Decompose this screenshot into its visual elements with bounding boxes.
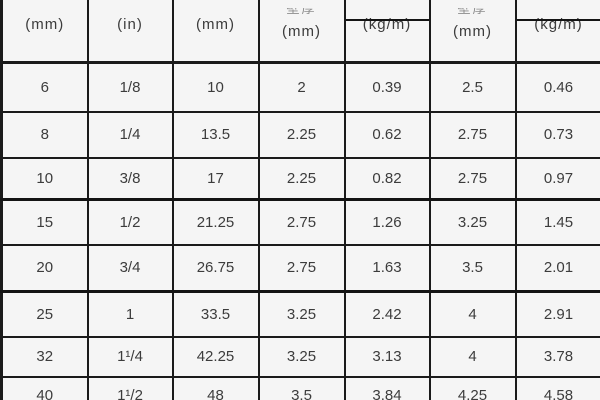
col-header-weight-2: (kg/m): [514, 0, 600, 64]
wall-thickness-label: 壁厚: [286, 8, 317, 16]
table-cell: 10: [0, 156, 89, 201]
col-header-weight-1: (kg/m): [343, 0, 431, 64]
table-cell: 10: [171, 61, 260, 113]
table-cell: 4.25: [428, 375, 517, 400]
table-cell: 33.5: [171, 290, 260, 338]
col-header-outer-diameter-mm: (mm): [171, 0, 260, 64]
table-cell: 4: [428, 335, 517, 378]
table-cell: 2.25: [257, 156, 346, 201]
table-cell: 2.75: [428, 110, 517, 159]
table-row: 8 1/4 13.5 2.25 0.62 2.75 0.73: [0, 110, 600, 159]
table-cell: 1.63: [343, 243, 431, 293]
table-cell: 48: [171, 375, 260, 400]
table-cell: 3/8: [86, 156, 174, 201]
table-cell: 2.25: [257, 110, 346, 159]
table-cell: 1/2: [86, 198, 174, 246]
table-row: 32 1¹/4 42.25 3.25 3.13 4 3.78: [0, 335, 600, 378]
table-cell: 3/4: [86, 243, 174, 293]
table-cell: 0.73: [514, 110, 600, 159]
table-cell: 26.75: [171, 243, 260, 293]
table-cell: 1.26: [343, 198, 431, 246]
table-cell: 0.46: [514, 61, 600, 113]
col-header-wall-thickness-2: 壁厚 (mm): [428, 0, 517, 64]
table-cell: 2.75: [257, 243, 346, 293]
table-cell: 3.84: [343, 375, 431, 400]
wall-thickness-label: 壁厚: [457, 8, 488, 16]
table-row: 25 1 33.5 3.25 2.42 4 2.91: [0, 290, 600, 338]
table-row: 40 1¹/2 48 3.5 3.84 4.25 4.58: [0, 375, 600, 400]
table-cell: 2.42: [343, 290, 431, 338]
table-cell: 6: [0, 61, 89, 113]
table-cell: 3.5: [428, 243, 517, 293]
table-row: 6 1/8 10 2 0.39 2.5 0.46: [0, 61, 600, 113]
table-cell: 20: [0, 243, 89, 293]
table-cell: 1/4: [86, 110, 174, 159]
col-header-label: (mm): [25, 16, 65, 33]
table-cell: 4.58: [514, 375, 600, 400]
wall-thickness-unit: (mm): [453, 23, 492, 40]
table-cell: 2.5: [428, 61, 517, 113]
table-cell: 1.45: [514, 198, 600, 246]
table-cell: 2.91: [514, 290, 600, 338]
wall-thickness-unit: (mm): [282, 23, 321, 40]
table-cell: 13.5: [171, 110, 260, 159]
table-cell: 1: [86, 290, 174, 338]
col-header-label: (mm): [196, 16, 235, 33]
table-cell: 3.5: [257, 375, 346, 400]
table-cell: 0.39: [343, 61, 431, 113]
table-cell: 1¹/4: [86, 335, 174, 378]
header-divider-line: [517, 19, 600, 21]
table-cell: 2.75: [257, 198, 346, 246]
table-row: 20 3/4 26.75 2.75 1.63 3.5 2.01: [0, 243, 600, 293]
table-cell: 40: [0, 375, 89, 400]
header-divider-line: [346, 19, 428, 21]
table-cell: 2.75: [428, 156, 517, 201]
table-cell: 25: [0, 290, 89, 338]
table-cell: 21.25: [171, 198, 260, 246]
table-cell: 3.25: [428, 198, 517, 246]
col-header-nominal-in: (in): [86, 0, 174, 64]
table-cell: 15: [0, 198, 89, 246]
table-cell: 17: [171, 156, 260, 201]
header-row: (mm) (in) (mm) 壁厚 (mm) (kg: [0, 0, 600, 64]
table-cell: 32: [0, 335, 89, 378]
table-cell: 2.01: [514, 243, 600, 293]
table-cell: 0.62: [343, 110, 431, 159]
col-header-nominal-mm: (mm): [0, 0, 89, 64]
table-cell: 4: [428, 290, 517, 338]
col-header-label: (in): [117, 16, 143, 33]
table-row: 15 1/2 21.25 2.75 1.26 3.25 1.45: [0, 198, 600, 246]
col-header-wall-thickness-1: 壁厚 (mm): [257, 0, 346, 64]
table-cell: 42.25: [171, 335, 260, 378]
table-cell: 3.25: [257, 290, 346, 338]
table-cell: 0.82: [343, 156, 431, 201]
table-cell: 3.13: [343, 335, 431, 378]
table-cell: 3.78: [514, 335, 600, 378]
table-row: 10 3/8 17 2.25 0.82 2.75 0.97: [0, 156, 600, 201]
table-cell: 1¹/2: [86, 375, 174, 400]
table-cell: 1/8: [86, 61, 174, 113]
table-cell: 0.97: [514, 156, 600, 201]
table-cell: 8: [0, 110, 89, 159]
table-cell: 3.25: [257, 335, 346, 378]
table-cell: 2: [257, 61, 346, 113]
